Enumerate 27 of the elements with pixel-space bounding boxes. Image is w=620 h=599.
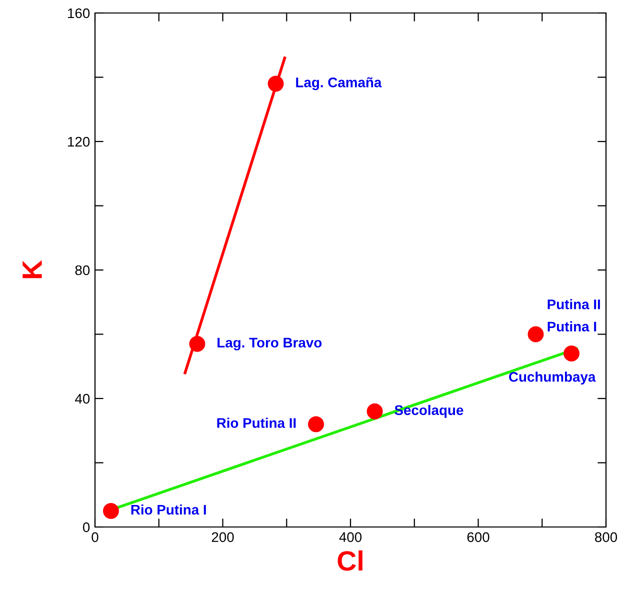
y-tick-label: 0	[82, 522, 90, 532]
point	[528, 326, 544, 342]
point	[102, 502, 119, 519]
y-axis-title: K	[22, 260, 42, 278]
point	[268, 76, 284, 92]
annotation: Rio Putina II	[217, 418, 296, 428]
annotation: Lag. Toro Bravo	[218, 338, 322, 350]
point	[564, 346, 580, 362]
x-axis-title: Cl	[338, 550, 362, 571]
x-tick-label: 800	[595, 532, 618, 542]
x-tick-label: 400	[339, 532, 362, 542]
point	[189, 336, 206, 352]
y-tick-label: 120	[68, 136, 90, 147]
annotation: Secolaque	[394, 404, 464, 418]
annotation: Lag. Camaña	[296, 77, 382, 90]
annotation: Rio Putina I	[131, 504, 206, 515]
y-tick-label: 80	[75, 265, 90, 276]
point	[308, 416, 324, 432]
point	[366, 403, 383, 420]
x-tick-label: 600	[467, 532, 490, 542]
annotation: Putina II	[548, 299, 600, 310]
y-tick-label: 40	[75, 394, 90, 404]
y-tick-label: 160	[68, 8, 90, 18]
annotation: Cuchumbaya	[509, 372, 596, 385]
x-tick-label: 0	[92, 532, 98, 542]
annotation: Putina I	[548, 321, 596, 332]
x-tick-label: 200	[212, 532, 234, 542]
